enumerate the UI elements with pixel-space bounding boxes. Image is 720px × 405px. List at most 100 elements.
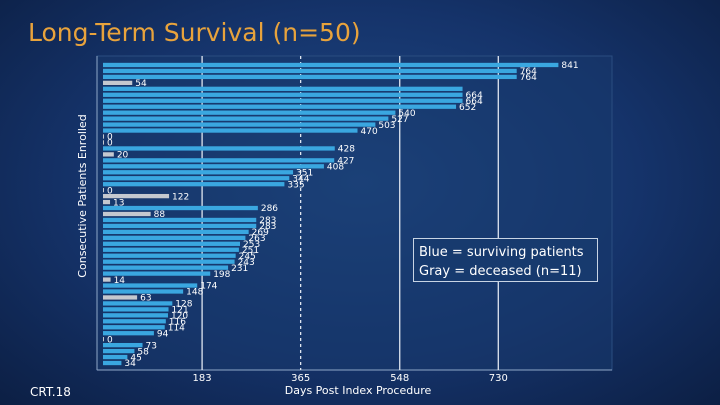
bar-surviving — [103, 354, 128, 360]
bar-surviving — [103, 110, 396, 115]
bar-surviving — [103, 229, 249, 235]
bar-value-label: 283 — [259, 216, 276, 226]
bar-surviving — [103, 86, 463, 91]
bar-deceased — [103, 337, 104, 342]
bar-deceased — [103, 295, 138, 300]
bar-value-label: 503 — [378, 121, 395, 131]
bar-surviving — [103, 170, 294, 175]
bar-value-label: 652 — [459, 103, 476, 113]
bar-value-label: 13 — [113, 198, 124, 208]
bar-surviving — [103, 62, 559, 68]
bar-value-label: 14 — [114, 276, 126, 286]
bar-deceased — [103, 80, 133, 86]
bar-value-label: 0 — [107, 133, 113, 143]
bar-deceased — [103, 211, 151, 217]
y-axis-label: Consecutive Patients Enrolled — [76, 114, 89, 277]
bar-surviving — [103, 247, 239, 252]
bar-surviving — [103, 283, 198, 288]
bar-value-label: 263 — [248, 234, 265, 244]
bar-value-label: 427 — [337, 157, 354, 167]
bar-value-label: 251 — [242, 246, 259, 256]
bar-value-label: 0 — [107, 139, 113, 149]
bar-value-label: 540 — [398, 109, 415, 119]
bar-value-label: 0 — [107, 186, 113, 196]
bar-value-label: 231 — [231, 264, 248, 274]
bar-surviving — [103, 116, 389, 121]
bar-value-label: 335 — [287, 180, 304, 190]
bar-value-label: 174 — [200, 282, 217, 292]
bar-value-label: 94 — [157, 329, 169, 339]
bar-value-label: 243 — [238, 258, 255, 268]
bar-deceased — [103, 188, 104, 193]
bar-value-label: 45 — [130, 353, 141, 363]
bar-value-label: 286 — [261, 204, 278, 214]
bar-deceased — [103, 134, 104, 139]
bar-value-label: 351 — [296, 168, 313, 178]
bar-value-label: 58 — [137, 347, 149, 357]
bar-value-label: 128 — [175, 300, 192, 310]
footer-code: CRT.18 — [30, 385, 71, 399]
bar-deceased — [103, 152, 114, 157]
bar-value-label: 120 — [171, 312, 188, 322]
bar-surviving — [103, 158, 335, 163]
bar-value-label: 148 — [186, 288, 203, 298]
bar-value-label: 527 — [391, 115, 408, 125]
bar-surviving — [103, 271, 211, 276]
x-tick-label: 365 — [291, 373, 310, 384]
bar-surviving — [103, 176, 290, 181]
bar-surviving — [103, 68, 517, 74]
bar-value-label: 764 — [520, 67, 537, 77]
bar-surviving — [103, 331, 154, 336]
bar-surviving — [103, 241, 240, 246]
bar-surviving — [103, 307, 169, 312]
bar-surviving — [103, 104, 457, 109]
bar-value-label: 0 — [107, 335, 113, 345]
bar-surviving — [103, 122, 376, 127]
bar-surviving — [103, 289, 184, 294]
bar-surviving — [103, 360, 122, 366]
bar-surviving — [103, 325, 165, 330]
x-tick-label: 730 — [489, 373, 508, 384]
bar-value-label: 428 — [338, 145, 355, 155]
legend-surviving: Blue = surviving patients — [419, 245, 584, 260]
bar-surviving — [103, 265, 229, 270]
bar-value-label: 664 — [466, 97, 483, 107]
legend-deceased: Gray = deceased (n=11) — [419, 264, 582, 279]
bar-surviving — [103, 98, 463, 103]
bar-value-label: 198 — [213, 270, 230, 280]
bar-surviving — [103, 146, 335, 151]
bar-surviving — [103, 92, 463, 97]
bar-value-label: 88 — [154, 210, 166, 220]
bar-surviving — [103, 205, 258, 211]
bar-value-label: 20 — [117, 151, 129, 161]
bar-value-label: 269 — [252, 228, 269, 238]
bar-value-label: 114 — [168, 323, 185, 333]
bar-value-label: 253 — [243, 240, 260, 250]
bar-surviving — [103, 348, 135, 354]
bar-value-label: 63 — [140, 294, 151, 304]
bar-deceased — [103, 277, 111, 282]
legend-box: Blue = surviving patients Gray = decease… — [413, 238, 598, 282]
slide-title: Long-Term Survival (n=50) — [28, 18, 361, 47]
bar-surviving — [103, 223, 257, 229]
bar-value-label: 664 — [466, 91, 483, 101]
bar-surviving — [103, 235, 246, 240]
bar-value-label: 54 — [135, 79, 147, 89]
bar-value-label: 841 — [561, 61, 578, 71]
bar-value-label: 116 — [169, 317, 186, 327]
bar-value-label: 283 — [259, 222, 276, 232]
bar-surviving — [103, 301, 173, 306]
bar-surviving — [103, 182, 285, 187]
x-axis-label: Days Post Index Procedure — [285, 384, 432, 397]
bar-value-label: 245 — [239, 252, 256, 262]
bar-surviving — [103, 342, 143, 348]
bar-surviving — [103, 217, 257, 223]
x-tick-label: 183 — [193, 373, 212, 384]
bar-surviving — [103, 253, 236, 258]
bar-surviving — [103, 164, 324, 169]
bar-value-label: 408 — [327, 163, 344, 173]
bar-surviving — [103, 319, 166, 324]
x-tick-label: 548 — [390, 373, 409, 384]
bar-value-label: 122 — [172, 192, 189, 202]
